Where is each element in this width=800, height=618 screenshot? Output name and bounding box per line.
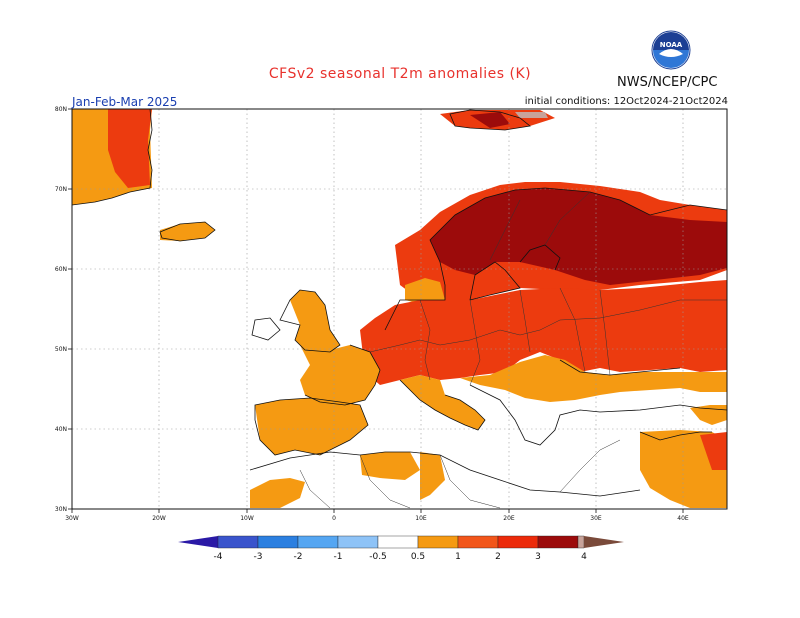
anomaly-region-greenland-core	[108, 109, 152, 188]
colorbar-label: 0.5	[411, 552, 425, 562]
colorbar-lower-extension	[178, 536, 218, 548]
anomaly-region-north-africa-tunisia	[360, 452, 420, 480]
colorbar-segment	[577, 535, 585, 549]
forecast-period: Jan-Feb-Mar 2025	[72, 95, 178, 109]
anomaly-region-british-isles	[290, 290, 340, 352]
axis-ticks	[68, 108, 684, 513]
anomaly-region-svalbard-high	[515, 112, 548, 118]
lon-label: 10W	[240, 515, 254, 522]
colorbar-label: -3	[254, 552, 263, 562]
anomaly-region-scandinavia	[430, 188, 727, 285]
initial-conditions: initial conditions: 12Oct2024-21Oct2024	[524, 96, 728, 107]
colorbar-label: 4	[581, 552, 587, 562]
colorbar-segment	[217, 535, 259, 549]
colorbar-label: -0.5	[369, 552, 387, 562]
lon-label: 20W	[152, 515, 166, 522]
lat-label: 80N	[55, 106, 67, 113]
colorbar-segment	[377, 535, 419, 549]
anomaly-fill-layer	[72, 109, 727, 508]
lat-label: 40N	[55, 426, 67, 433]
anomaly-region-france	[300, 345, 380, 405]
noaa-logo-icon: NOAA	[651, 30, 691, 70]
anomaly-region-caucasus	[690, 405, 727, 425]
anomaly-region-central-europe	[360, 280, 727, 385]
colorbar: -4 -3 -2 -1 -0.5 0.5 1 2 3 4	[178, 535, 624, 562]
anomaly-region-balkans	[460, 355, 727, 402]
anomaly-region-svalbard-core	[470, 112, 510, 128]
lat-label: 30N	[55, 506, 67, 513]
lon-label: 40E	[677, 515, 689, 522]
lon-label: 10E	[415, 515, 427, 522]
anomaly-region-south-norway	[405, 278, 445, 305]
anomaly-region-iberia	[255, 398, 368, 455]
colorbar-segment	[457, 535, 499, 549]
lon-label: 20E	[503, 515, 515, 522]
colorbar-segment	[337, 535, 379, 549]
lon-label: 30E	[590, 515, 602, 522]
lat-label: 60N	[55, 266, 67, 273]
anomaly-region-libya	[420, 452, 445, 500]
colorbar-label: 1	[455, 552, 461, 562]
anomaly-region-middle-east-core	[700, 432, 727, 470]
svg-text:NOAA: NOAA	[660, 41, 683, 49]
colorbar-segment	[497, 535, 539, 549]
country-borders	[299, 191, 727, 509]
colorbar-upper-extension	[584, 536, 624, 548]
lon-label: 0	[332, 515, 336, 522]
colorbar-segment	[417, 535, 459, 549]
colorbar-label: 3	[535, 552, 541, 562]
lon-label: 30W	[65, 515, 79, 522]
latitude-labels: 80N 70N 60N 50N 40N 30N	[55, 106, 67, 513]
lat-label: 70N	[55, 186, 67, 193]
colorbar-segment	[257, 535, 299, 549]
colorbar-segment	[297, 535, 339, 549]
longitude-labels: 30W 20W 10W 0 10E 20E 30E 40E	[65, 515, 689, 522]
anomaly-region-north-africa-west	[250, 478, 305, 508]
agency-label: NWS/NCEP/CPC	[617, 75, 718, 90]
lat-label: 50N	[55, 346, 67, 353]
colorbar-label: -1	[334, 552, 343, 562]
colorbar-label: 2	[495, 552, 501, 562]
colorbar-label: -4	[214, 552, 223, 562]
map-frame	[71, 108, 728, 510]
colorbar-label: -2	[294, 552, 303, 562]
graticule	[72, 109, 727, 509]
map-title: CFSv2 seasonal T2m anomalies (K)	[268, 66, 532, 82]
colorbar-segment	[537, 535, 579, 549]
